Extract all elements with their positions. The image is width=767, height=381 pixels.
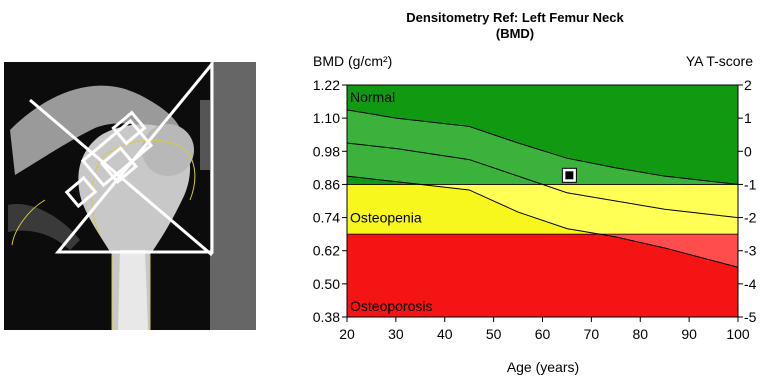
- x-tick-label: 60: [535, 326, 551, 342]
- troch-roi-box: [64, 175, 98, 209]
- y2-tick-label: 0: [744, 143, 752, 159]
- x-tick-label: 20: [339, 326, 355, 342]
- femur-bone: [8, 85, 196, 330]
- y-tick-label: 0.50: [313, 276, 340, 292]
- y2-tick-label: -5: [744, 309, 757, 325]
- reference-band-normal: [347, 109, 738, 185]
- x-tick-label: 80: [632, 326, 648, 342]
- zone-label-normal: Normal: [350, 89, 395, 105]
- y-tick-label: 0.74: [313, 210, 340, 226]
- reference-band-osteoporosis: [599, 234, 738, 268]
- upper-neck-roi-box: [111, 110, 147, 146]
- y-tick-label: 0.86: [313, 176, 340, 192]
- y-tick-label: 0.62: [313, 243, 340, 259]
- zone-label-osteopenia: Osteopenia: [350, 209, 422, 225]
- y-axis-label: BMD (g/cm²): [313, 53, 392, 69]
- y2-tick-label: -1: [744, 176, 757, 192]
- chart-subtitle: (BMD): [496, 26, 534, 41]
- y-tick-label: 0.38: [313, 309, 340, 325]
- x-axis-label: Age (years): [507, 359, 579, 375]
- femur-scan-image: [0, 0, 310, 381]
- plot-area: Normal Osteopenia Osteoporosis: [346, 84, 739, 318]
- y-tick-label: 1.10: [313, 110, 340, 126]
- y-tick-label: 1.22: [313, 77, 340, 93]
- x-tick-label: 90: [681, 326, 697, 342]
- x-tick-label: 70: [584, 326, 600, 342]
- y2-tick-label: 1: [744, 110, 752, 126]
- y2-tick-label: -4: [744, 276, 757, 292]
- reference-curve-upper: [346, 109, 739, 185]
- y2-tick-label: -3: [744, 243, 757, 259]
- y-tick-label: 0.98: [313, 143, 340, 159]
- wards-roi-box: [99, 145, 139, 185]
- x-tick-label: 50: [486, 326, 502, 342]
- x-tick-label: 100: [726, 326, 750, 342]
- reference-band-osteopenia: [420, 184, 738, 235]
- x-tick-label: 40: [437, 326, 453, 342]
- zone-label-osteoporosis: Osteoporosis: [350, 298, 432, 314]
- y2-tick-label: 2: [744, 77, 752, 93]
- y2-axis-label: YA T-score: [686, 53, 753, 69]
- y2-tick-label: -2: [744, 210, 757, 226]
- reference-curve-lower: [346, 175, 739, 268]
- patient-marker-inner: [565, 171, 574, 180]
- roi-overlay: [29, 59, 214, 257]
- chart-title: Densitometry Ref: Left Femur Neck: [406, 10, 624, 25]
- x-tick-label: 30: [388, 326, 404, 342]
